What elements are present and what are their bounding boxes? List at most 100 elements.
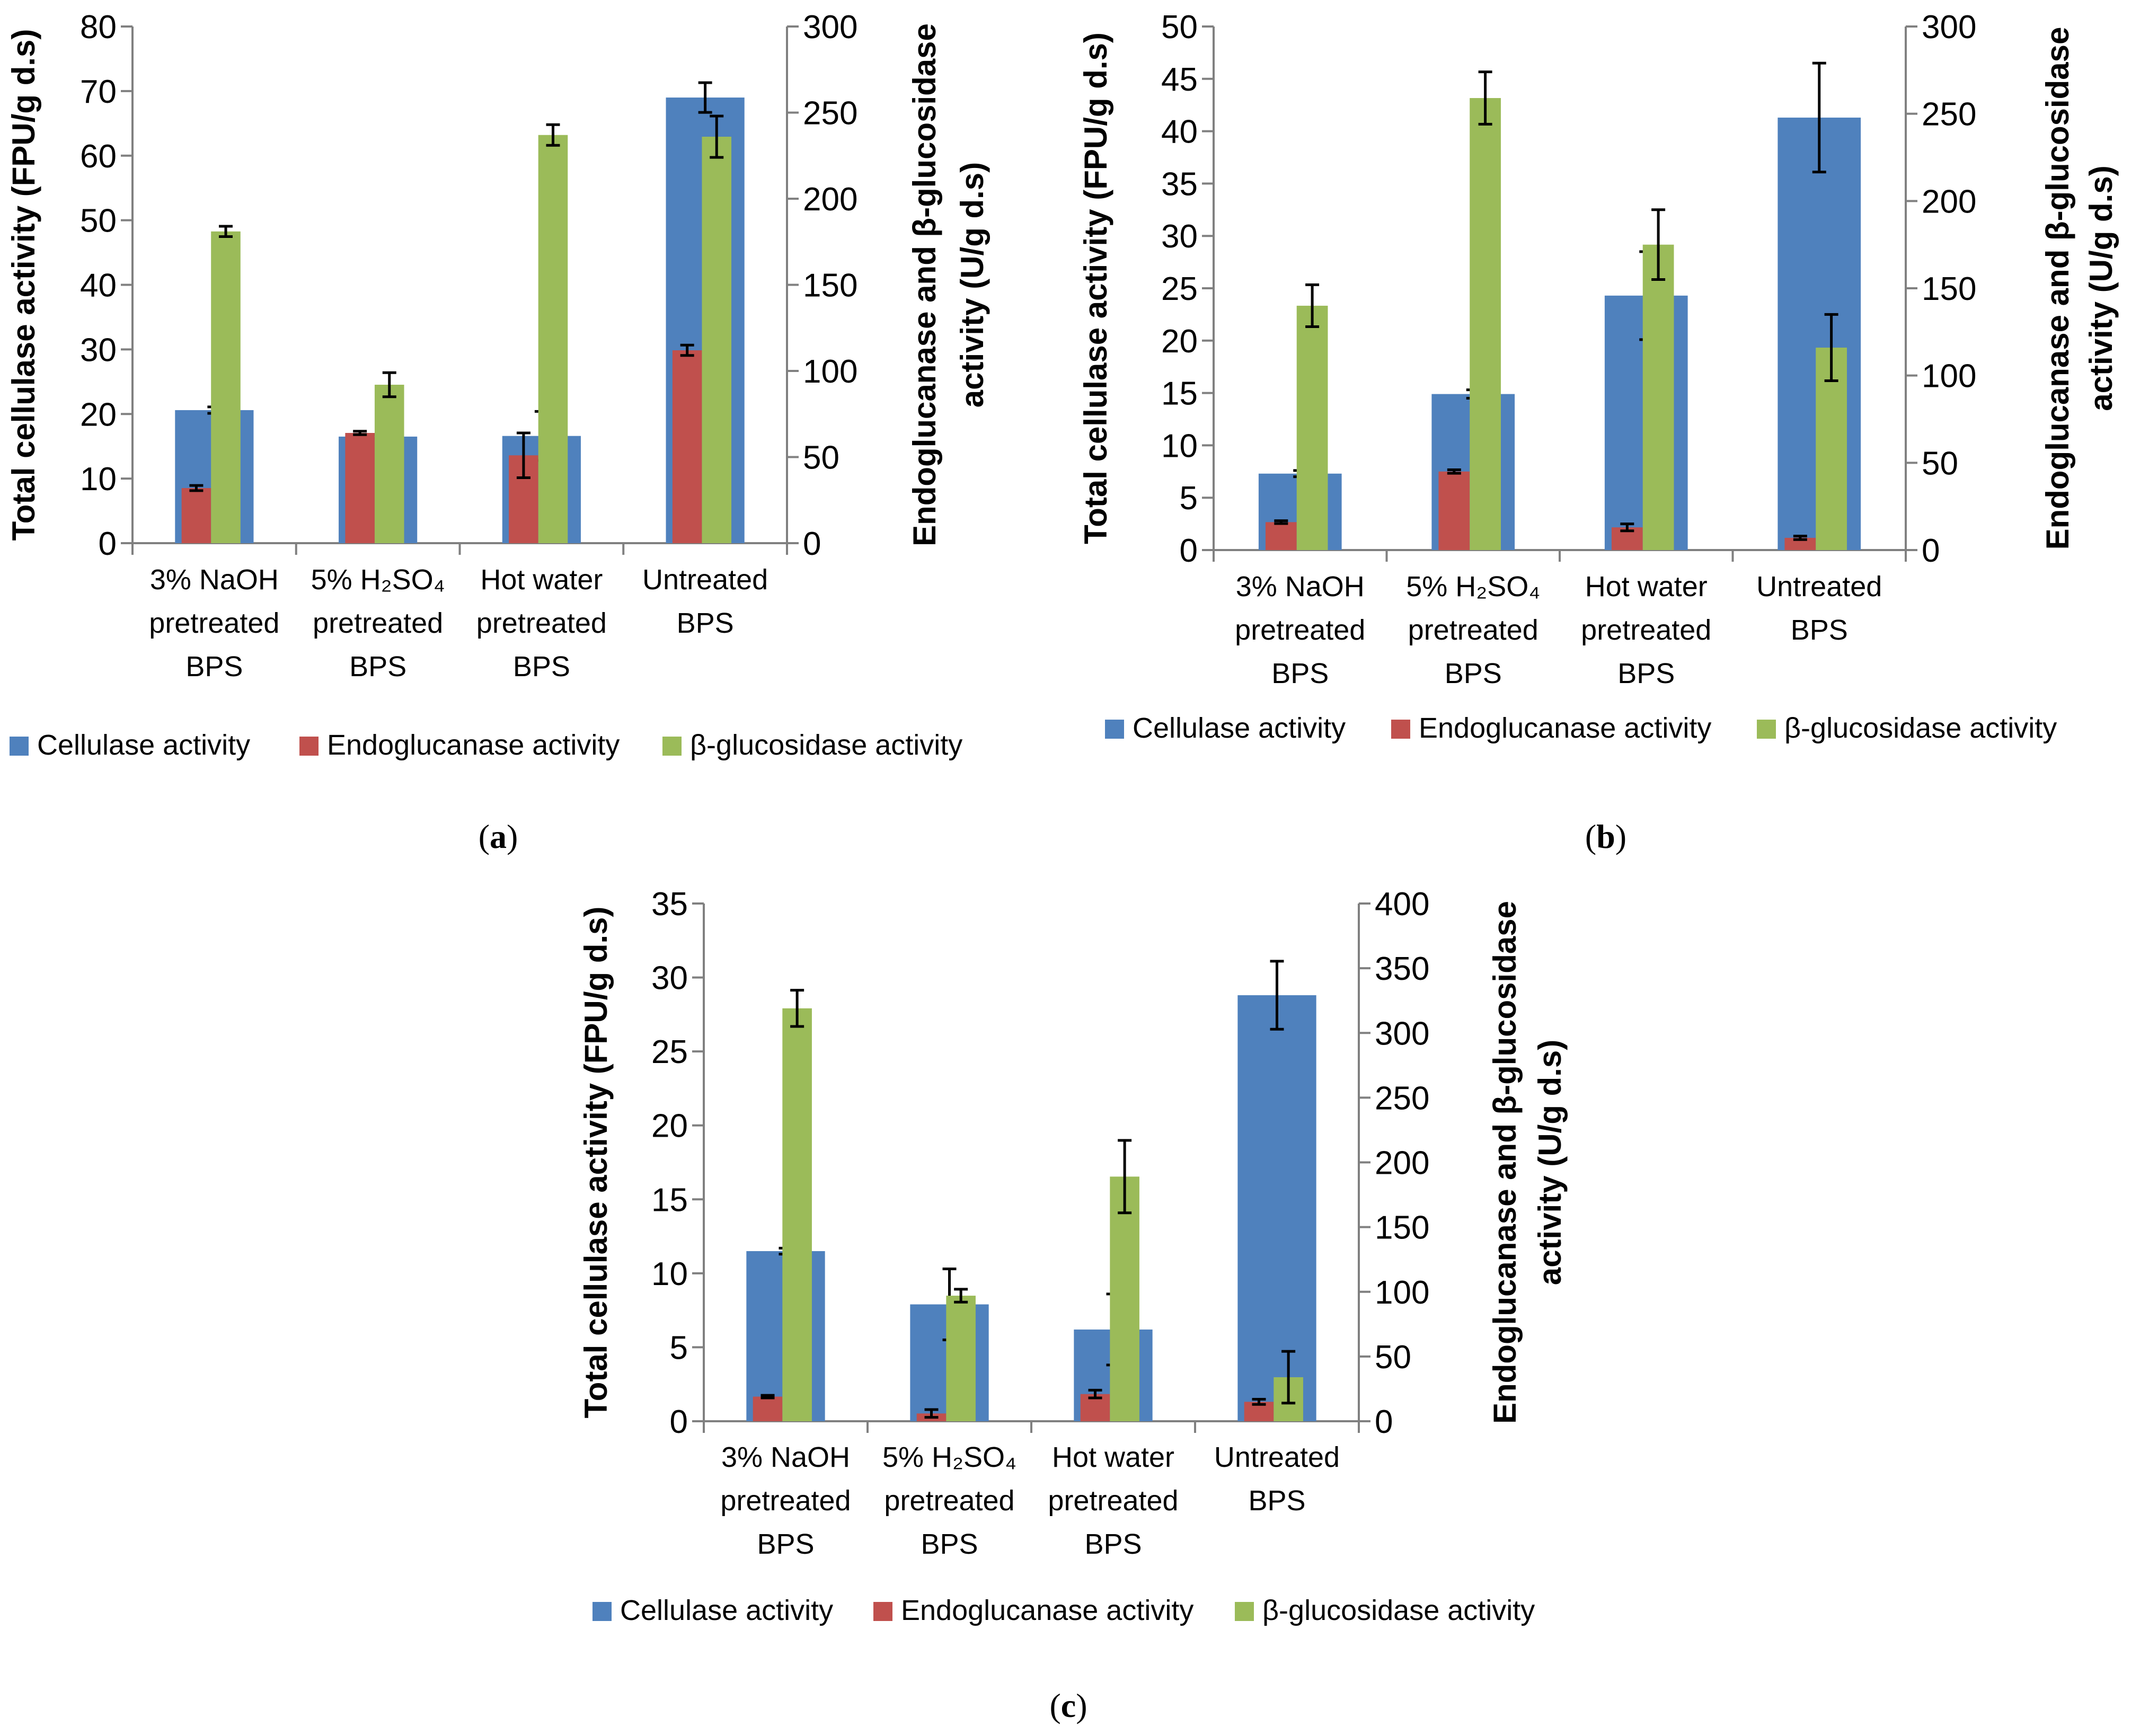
endoglucanase-error-bar [1274, 519, 1288, 525]
bglucosidase-legend-swatch [1235, 1602, 1254, 1621]
left-tick-label: 10 [80, 461, 117, 498]
bglucosidase-bar [702, 137, 732, 543]
right-tick-label: 400 [1375, 886, 1429, 923]
right-tick-label: 150 [1922, 271, 1976, 307]
left-tick-label: 35 [1161, 166, 1198, 202]
category-label: 3% NaOH pretreated BPS [149, 564, 279, 683]
endoglucanase-legend-label: Endoglucanase activity [901, 1595, 1193, 1626]
panel-label: (c) [1049, 1687, 1087, 1724]
right-tick-label: 150 [1375, 1210, 1429, 1246]
left-tick-label: 25 [1161, 271, 1198, 307]
endoglucanase-error-bar [1088, 1388, 1102, 1400]
endoglucanase-legend-swatch [873, 1602, 892, 1621]
bglucosidase-error-bar [1118, 1139, 1132, 1215]
left-tick-label: 70 [80, 74, 117, 110]
left-tick-label: 5 [1180, 480, 1198, 517]
endoglucanase-error-bar [1793, 535, 1807, 541]
bglucosidase-bar [374, 385, 404, 543]
left-tick-label: 0 [670, 1404, 688, 1440]
bglucosidase-bar [1642, 244, 1674, 551]
bglucosidase-error-bar [790, 989, 804, 1028]
endoglucanase-error-bar [516, 431, 530, 479]
endoglucanase-bar [1784, 537, 1816, 550]
left-tick-label: 20 [651, 1108, 688, 1145]
right-axis-title-line2: activity (U/g d.s) [954, 162, 990, 408]
right-tick-label: 350 [1375, 951, 1429, 987]
bglucosidase-bar [211, 231, 241, 543]
bglucosidase-bar [538, 135, 568, 543]
bglucosidase-legend-swatch [662, 737, 682, 756]
left-tick-label: 0 [99, 526, 117, 562]
endoglucanase-bar [345, 433, 375, 543]
left-tick-label: 0 [1180, 533, 1198, 569]
right-tick-label: 150 [803, 268, 857, 304]
endoglucanase-error-bar [189, 484, 204, 492]
left-tick-label: 40 [80, 268, 117, 304]
endoglucanase-legend-swatch [1391, 720, 1410, 739]
left-tick-label: 15 [651, 1182, 688, 1218]
bglucosidase-legend-label: β-glucosidase activity [1784, 712, 2057, 744]
bglucosidase-error-bar [382, 371, 396, 398]
cellulase-legend-label: Cellulase activity [1133, 712, 1346, 744]
bglucosidase-error-bar [1305, 283, 1320, 328]
right-tick-label: 300 [1922, 9, 1976, 46]
chart-panel-b: 0 5 10 15 20 25 30 35 40 45 50 0 50 100 150 200 250 300 3%… [1078, 9, 2119, 855]
right-tick-label: 50 [1922, 445, 1958, 482]
left-tick-label: 80 [80, 9, 117, 46]
endoglucanase-legend-label: Endoglucanase activity [1419, 712, 1711, 744]
right-tick-label: 0 [1922, 533, 1940, 569]
panel-label: (b) [1585, 818, 1626, 855]
bglucosidase-bar [1470, 98, 1501, 550]
endoglucanase-error-bar [761, 1394, 775, 1400]
bglucosidase-bar [1110, 1176, 1139, 1421]
endoglucanase-error-bar [924, 1408, 939, 1419]
cellulase-error-bar [698, 81, 712, 114]
bglucosidase-legend-label: β-glucosidase activity [690, 729, 962, 761]
cellulase-legend-swatch [10, 737, 29, 756]
right-axis-title-line1: Endoglucanase and β-glucosidase [907, 23, 942, 546]
bglucosidase-error-bar [954, 1288, 968, 1304]
endoglucanase-legend-swatch [299, 737, 319, 756]
right-axis-title-line1: Endoglucanase and β-glucosidase [2040, 27, 2075, 550]
left-axis-title: Total cellulase activity (FPU/g d.s) [578, 907, 614, 1419]
left-tick-label: 45 [1161, 61, 1198, 98]
endoglucanase-bar [1438, 471, 1470, 550]
bglucosidase-error-bar [1478, 70, 1492, 126]
left-tick-label: 30 [80, 332, 117, 368]
cellulase-error-bar [1270, 960, 1284, 1031]
category-label: Untreated BPS [1214, 1441, 1340, 1517]
right-tick-label: 200 [803, 181, 857, 218]
right-axis-title-line2: activity (U/g d.s) [1532, 1040, 1568, 1285]
panel-label: (a) [479, 818, 518, 855]
left-tick-label: 25 [651, 1034, 688, 1070]
left-tick-label: 40 [1161, 114, 1198, 150]
endoglucanase-error-bar [353, 430, 367, 436]
bglucosidase-error-bar [218, 225, 233, 238]
bglucosidase-bar [1296, 305, 1328, 550]
endoglucanase-error-bar [1252, 1397, 1266, 1406]
category-label: Hot water pretreated BPS [1048, 1441, 1178, 1560]
left-tick-label: 10 [651, 1256, 688, 1292]
right-axis-title-line1: Endoglucanase and β-glucosidase [1487, 901, 1523, 1424]
category-label: Untreated BPS [642, 564, 768, 639]
right-tick-label: 250 [1375, 1080, 1429, 1117]
category-label: 5% H₂SO₄ pretreated BPS [882, 1441, 1016, 1560]
bglucosidase-legend-swatch [1757, 720, 1776, 739]
chart-panel-a: 0 10 20 30 40 50 60 70 80 0 50 100 150 200 250 300 3% Na… [6, 9, 990, 855]
right-tick-label: 200 [1375, 1145, 1429, 1182]
right-tick-label: 300 [1375, 1015, 1429, 1052]
left-tick-label: 50 [80, 203, 117, 240]
category-label: 3% NaOH pretreated BPS [720, 1441, 851, 1560]
cellulase-legend-swatch [1105, 720, 1124, 739]
left-tick-label: 50 [1161, 9, 1198, 46]
legend: Cellulase activity Endoglucanase activity… [1105, 712, 2057, 744]
right-tick-label: 100 [1375, 1274, 1429, 1311]
cellulase-legend-label: Cellulase activity [37, 729, 250, 761]
endoglucanase-bar [753, 1396, 783, 1421]
right-tick-label: 250 [803, 95, 857, 132]
endoglucanase-bar [672, 350, 702, 543]
left-tick-label: 20 [1161, 323, 1198, 360]
category-label: 3% NaOH pretreated BPS [1235, 571, 1365, 689]
right-tick-label: 100 [1922, 358, 1976, 395]
